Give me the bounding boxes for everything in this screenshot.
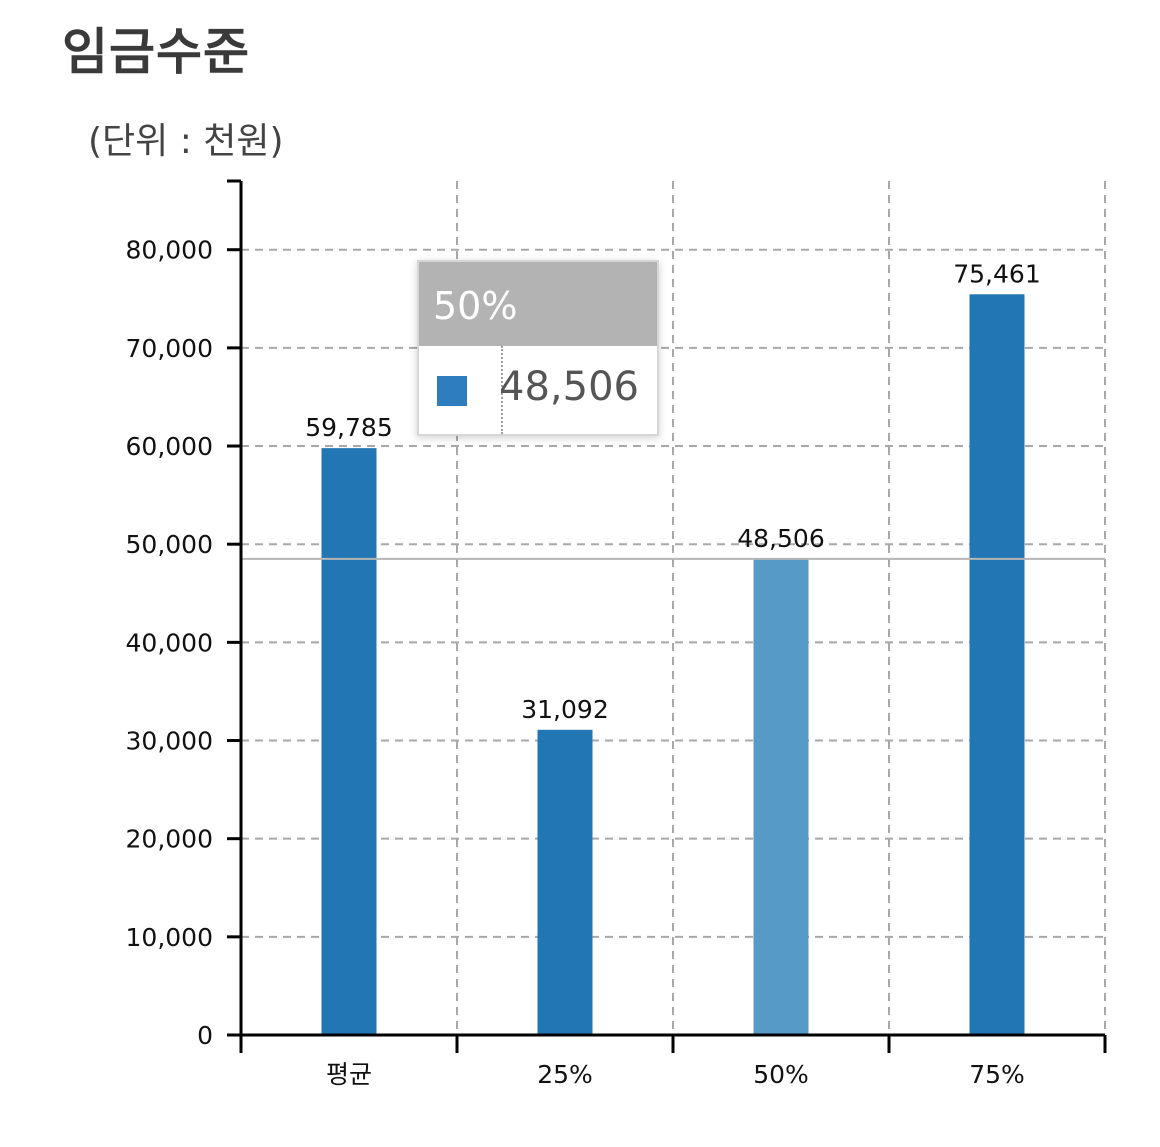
y-tick-label: 20,000	[126, 825, 213, 854]
x-tick-label: 50%	[753, 1060, 809, 1089]
y-tick-label: 70,000	[126, 334, 213, 363]
x-tick-label: 25%	[537, 1060, 593, 1089]
unit-label: (단위 : 천원)	[88, 121, 284, 162]
data-label: 48,506	[737, 524, 824, 553]
bar	[321, 448, 377, 1036]
tooltip: 50% 48,506	[417, 260, 659, 436]
y-tick-label: 40,000	[126, 628, 213, 657]
chart-title: 임금수준	[62, 23, 250, 81]
y-tick-label: 0	[197, 1021, 213, 1050]
bar	[753, 558, 809, 1035]
tooltip-body: 48,506	[419, 346, 657, 434]
tooltip-swatch	[437, 376, 467, 406]
grid-lines	[241, 181, 1106, 1035]
tooltip-value: 48,506	[499, 364, 639, 410]
x-tick-label: 75%	[969, 1060, 1025, 1089]
bar	[969, 294, 1025, 1035]
bar	[537, 729, 593, 1035]
y-tick-label: 10,000	[126, 923, 213, 952]
axes	[227, 179, 1107, 1053]
data-label: 59,785	[305, 413, 392, 442]
y-tick-label: 50,000	[126, 530, 213, 559]
data-label: 75,461	[953, 259, 1040, 288]
y-tick-label: 80,000	[126, 236, 213, 265]
y-tick-label: 30,000	[126, 727, 213, 756]
y-tick-label: 60,000	[126, 432, 213, 461]
data-label: 31,092	[521, 695, 608, 724]
x-tick-label: 평균	[326, 1060, 372, 1089]
labels: 59,785 31,092 48,506 75,461 0 10,000 20,000 30,…	[126, 236, 1041, 1089]
tooltip-category: 50%	[419, 262, 657, 346]
bars	[321, 294, 1025, 1036]
tooltip-separator	[501, 346, 503, 434]
